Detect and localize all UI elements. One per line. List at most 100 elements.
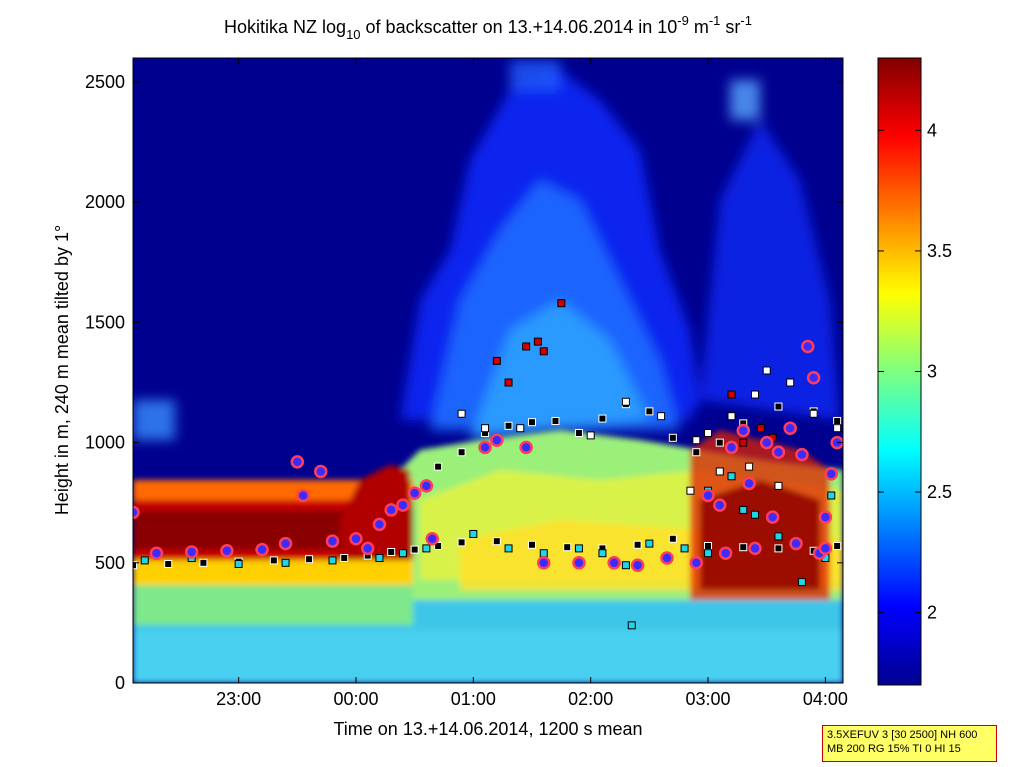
blue-circle-marker <box>630 558 645 572</box>
blue-circle-marker <box>572 556 586 570</box>
x-tick-label: 04:00 <box>803 689 848 709</box>
black-square-marker <box>563 543 572 552</box>
blue-circle-marker <box>713 498 727 512</box>
black-square-marker <box>633 540 642 549</box>
white-square-marker <box>715 467 724 476</box>
blue-circle-marker <box>325 534 340 548</box>
cyan-square-marker <box>539 549 548 558</box>
blue-circle-marker <box>490 433 504 447</box>
blue-circle-marker <box>384 503 398 517</box>
red-square-marker <box>739 438 748 447</box>
colorbar-tick-label: 2 <box>927 603 937 623</box>
blue-circle-marker <box>724 440 739 455</box>
white-square-marker <box>750 390 759 399</box>
white-square-marker <box>704 429 713 437</box>
plot-frame <box>132 57 844 684</box>
black-square-marker <box>387 547 396 556</box>
blue-circle-marker <box>765 510 780 524</box>
red-square-marker <box>492 356 501 365</box>
black-square-marker <box>199 558 208 567</box>
info-line-2: MB 200 RG 15% TI 0 HI 15 <box>827 743 961 755</box>
blue-circle-marker <box>220 544 234 558</box>
cyan-square-marker <box>704 549 713 558</box>
black-square-marker <box>434 462 443 471</box>
y-tick-label: 1500 <box>85 312 125 332</box>
cyan-square-marker <box>140 556 149 565</box>
white-square-marker <box>686 486 695 495</box>
blue-circle-marker <box>255 542 269 557</box>
white-square-marker <box>762 366 771 375</box>
cyan-square-marker <box>827 491 836 500</box>
white-square-marker <box>809 409 818 418</box>
white-square-marker <box>786 378 795 387</box>
marker-layer <box>133 299 843 630</box>
black-square-marker <box>164 560 173 569</box>
white-square-marker <box>457 409 466 418</box>
red-square-marker <box>504 378 513 387</box>
cyan-square-marker <box>504 544 513 553</box>
blue-circle-marker <box>607 556 621 570</box>
colorbar <box>877 57 922 686</box>
cyan-square-marker <box>375 554 384 562</box>
y-tick-label: 0 <box>115 673 125 693</box>
x-axis-label: Time on 13.+14.06.2014, 1200 s mean <box>333 719 642 739</box>
white-square-marker <box>774 481 783 490</box>
black-square-marker <box>528 540 537 549</box>
black-square-marker <box>692 448 701 457</box>
chart-title: Hokitika NZ log10 of backscatter on 13.+… <box>224 13 752 42</box>
blue-circle-marker <box>736 423 750 438</box>
blue-circle-marker <box>360 541 375 556</box>
white-square-marker <box>657 412 666 421</box>
y-tick-label: 500 <box>95 553 125 573</box>
cyan-square-marker <box>727 472 736 481</box>
black-square-marker <box>492 537 501 546</box>
black-square-marker <box>269 556 278 565</box>
blue-circle-marker <box>689 556 704 570</box>
white-square-marker <box>586 431 595 440</box>
white-square-marker <box>745 462 754 471</box>
black-square-marker <box>668 534 677 543</box>
black-square-marker <box>528 418 537 427</box>
black-square-marker <box>551 416 560 425</box>
blue-circle-marker <box>801 339 815 354</box>
blue-circle-marker <box>478 440 492 455</box>
info-line-1: 3.5XEFUV 3 [30 2500] NH 600 <box>827 729 978 741</box>
colorbar-tick-label: 4 <box>927 120 937 140</box>
red-square-marker <box>522 342 531 351</box>
black-square-marker <box>598 414 607 423</box>
blue-circle-marker <box>771 445 786 459</box>
black-square-marker <box>704 541 713 550</box>
blue-circle-marker <box>278 536 293 551</box>
y-axis: 0 500 1000 1500 2000 2500 <box>85 72 843 693</box>
x-tick-label: 03:00 <box>686 689 731 709</box>
cyan-square-marker <box>645 539 654 548</box>
cyan-square-marker <box>774 532 783 541</box>
blue-circle-marker <box>290 455 305 469</box>
backscatter-heatmap <box>133 58 843 683</box>
blue-circle-marker <box>742 476 756 491</box>
cyan-square-marker <box>680 544 689 553</box>
blue-circle-marker <box>818 510 833 524</box>
white-square-marker <box>727 412 736 421</box>
blue-circle-marker <box>660 551 674 565</box>
cyan-square-marker <box>328 556 337 565</box>
cyan-square-marker <box>739 505 748 514</box>
blue-circle-marker <box>806 370 821 385</box>
white-square-marker <box>516 424 525 433</box>
blue-circle-marker <box>184 545 199 559</box>
blue-circle-marker <box>396 498 410 512</box>
red-square-marker <box>727 390 736 399</box>
red-square-marker <box>533 337 542 346</box>
white-square-marker <box>692 436 701 445</box>
cyan-square-marker <box>281 558 290 567</box>
cyan-square-marker <box>234 560 243 569</box>
x-tick-label: 01:00 <box>451 689 496 709</box>
x-tick-label: 23:00 <box>216 689 261 709</box>
black-square-marker <box>457 538 466 547</box>
black-square-marker <box>774 544 783 553</box>
blue-circle-marker <box>372 517 387 532</box>
black-square-marker <box>645 407 654 416</box>
x-tick-label: 02:00 <box>568 689 613 709</box>
cyan-square-marker <box>621 561 630 570</box>
